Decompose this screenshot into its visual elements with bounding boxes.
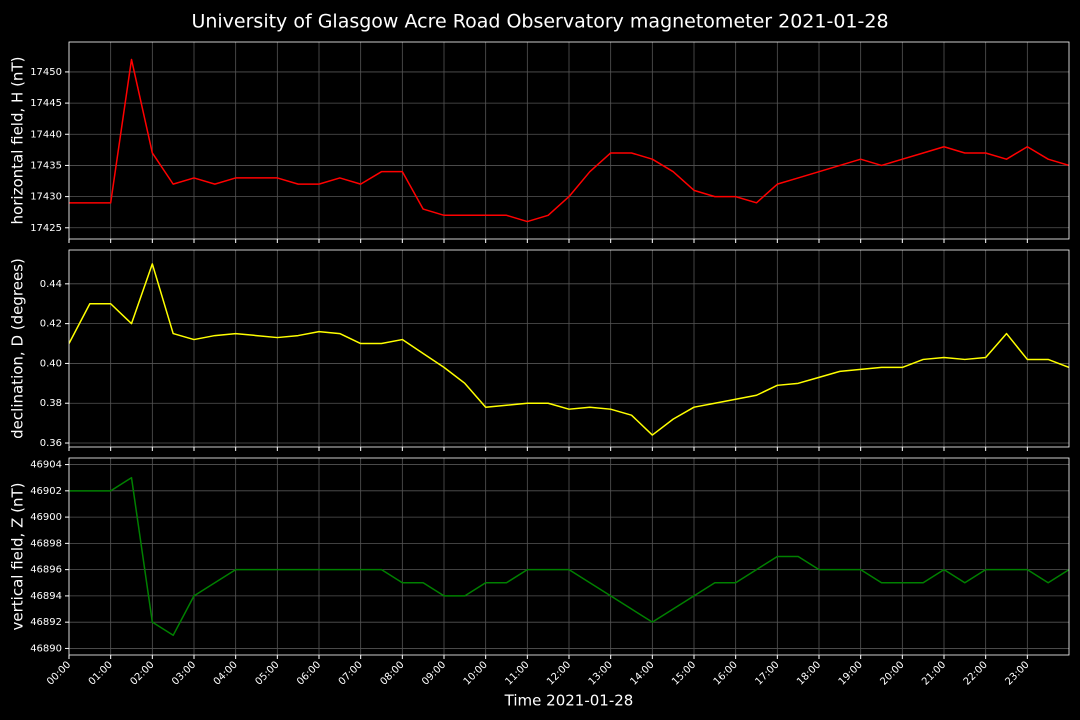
x-tick-label: 10:00	[462, 659, 490, 687]
y-tick-label: 17440	[30, 129, 62, 140]
y-axis-label: declination, D (degrees)	[9, 258, 27, 439]
y-tick-label: 17435	[30, 160, 62, 171]
x-tick-label: 08:00	[378, 659, 406, 687]
x-tick-label: 16:00	[712, 659, 740, 687]
x-tick-label: 12:00	[545, 659, 573, 687]
x-tick-label: 06:00	[295, 659, 323, 687]
x-tick-label: 21:00	[920, 659, 948, 687]
y-tick-label: 0.44	[40, 279, 62, 290]
x-tick-label: 02:00	[128, 659, 156, 687]
x-tick-label: 00:00	[45, 659, 73, 687]
y-tick-label: 0.38	[40, 398, 62, 409]
x-tick-label: 23:00	[1003, 659, 1031, 687]
y-tick-label: 46898	[30, 538, 62, 549]
x-tick-label: 03:00	[170, 659, 198, 687]
x-tick-label: 11:00	[503, 659, 531, 687]
y-tick-label: 0.36	[40, 438, 62, 449]
axes-frame	[68, 41, 1070, 240]
y-tick-label: 17445	[30, 98, 62, 109]
x-tick-label: 13:00	[587, 659, 615, 687]
y-tick-label: 46894	[30, 591, 62, 602]
x-tick-label: 07:00	[337, 659, 365, 687]
y-axis-label: vertical field, Z (nT)	[9, 482, 27, 630]
x-axis-label: Time 2021-01-28	[504, 692, 634, 710]
data-line	[69, 476, 1069, 637]
y-tick-label: 17425	[30, 223, 62, 234]
y-tick-label: 46890	[30, 643, 62, 654]
y-tick-label: 46892	[30, 617, 62, 628]
y-tick-label: 46902	[30, 486, 62, 497]
y-tick-label: 17430	[30, 192, 62, 203]
axes-frame	[68, 249, 1070, 448]
x-tick-label: 01:00	[87, 659, 115, 687]
y-tick-label: 46900	[30, 512, 62, 523]
x-tick-label: 17:00	[753, 659, 781, 687]
x-tick-label: 19:00	[837, 659, 865, 687]
axes-frame	[68, 457, 1070, 656]
data-line	[69, 58, 1069, 223]
y-tick-label: 17450	[30, 67, 62, 78]
y-tick-label: 0.40	[40, 358, 62, 369]
data-line	[69, 263, 1069, 436]
y-tick-label: 46904	[30, 460, 62, 471]
x-tick-label: 20:00	[878, 659, 906, 687]
y-axis-label: horizontal field, H (nT)	[9, 57, 27, 225]
x-tick-label: 04:00	[212, 659, 240, 687]
y-tick-label: 0.42	[40, 319, 62, 330]
x-tick-label: 14:00	[628, 659, 656, 687]
x-tick-label: 15:00	[670, 659, 698, 687]
x-tick-label: 18:00	[795, 659, 823, 687]
x-tick-label: 05:00	[253, 659, 281, 687]
y-tick-label: 46896	[30, 565, 62, 576]
figure-title: University of Glasgow Acre Road Observat…	[191, 11, 888, 33]
x-tick-label: 09:00	[420, 659, 448, 687]
x-tick-label: 22:00	[962, 659, 990, 687]
